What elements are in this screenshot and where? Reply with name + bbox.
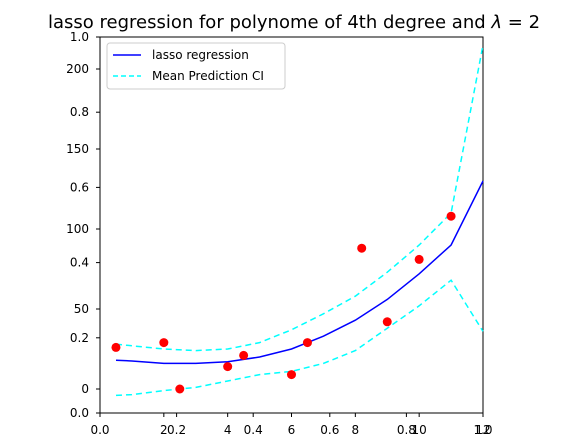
inner-x-tick-label: 6 (288, 423, 296, 437)
ci-upper-line (115, 44, 484, 352)
title-prefix: lasso regression for polynome of 4th deg… (48, 12, 491, 33)
outer-x-tick-label: 0.8 (397, 423, 416, 437)
legend-box (106, 42, 286, 90)
inner-x-axis: 2 4 6 8 10 12 (160, 413, 491, 437)
outer-x-tick-label: 0.0 (90, 423, 109, 437)
outer-y-tick-label: 0.4 (70, 256, 89, 270)
data-point (175, 384, 185, 394)
title-suffix: = 2 (502, 12, 540, 33)
outer-y-tick-label: 0.0 (70, 406, 89, 420)
inner-x-tick-label: 12 (475, 423, 490, 437)
outer-x-tick-label: 0.4 (244, 423, 263, 437)
inner-y-axis: 0 50 100 150 200 (66, 62, 100, 396)
lasso-regression-line (115, 180, 484, 365)
inner-y-tick-label: 0 (81, 382, 89, 396)
inner-y-tick-label: 50 (74, 302, 89, 316)
data-point (111, 342, 121, 352)
legend-label-lasso: lasso regression (152, 48, 249, 62)
data-point (357, 243, 367, 253)
data-point (414, 254, 424, 264)
data-point (302, 338, 312, 348)
outer-x-tick-label: 0.6 (320, 423, 339, 437)
inner-x-tick-label: 4 (224, 423, 232, 437)
inner-x-tick-label: 10 (412, 423, 427, 437)
points-layer (111, 211, 456, 394)
outer-x-tick-label: 0.2 (167, 423, 186, 437)
inner-y-tick-label: 200 (66, 62, 89, 76)
data-point (239, 350, 249, 360)
data-point (159, 338, 169, 348)
data-point (382, 317, 392, 327)
chart-title: lasso regression for polynome of 4th deg… (48, 12, 540, 33)
legend-label-ci: Mean Prediction CI (152, 69, 264, 83)
outer-y-tick-label: 0.6 (70, 180, 89, 194)
series-layer (115, 44, 484, 397)
inner-y-tick-label: 150 (66, 142, 89, 156)
ci-lower-line (115, 279, 484, 397)
chart-title-text: lasso regression for polynome of 4th deg… (48, 12, 540, 33)
outer-y-tick-label: 0.2 (70, 331, 89, 345)
outer-x-tick-label: 1.0 (473, 423, 492, 437)
legend: lasso regression Mean Prediction CI (106, 42, 286, 90)
title-lambda: λ (490, 12, 502, 33)
outer-x-axis: 0.0 0.2 0.4 0.6 0.8 1.0 (90, 413, 493, 437)
data-point (446, 211, 456, 221)
outer-y-tick-label: 1.0 (70, 30, 89, 44)
inner-x-tick-label: 8 (352, 423, 360, 437)
inner-y-tick-label: 100 (66, 222, 89, 236)
inner-x-tick-label: 2 (160, 423, 168, 437)
outer-y-axis: 0.0 0.2 0.4 0.6 0.8 1.0 (70, 30, 100, 420)
data-point (223, 362, 233, 372)
data-point (287, 370, 296, 380)
outer-y-tick-label: 0.8 (70, 105, 89, 119)
